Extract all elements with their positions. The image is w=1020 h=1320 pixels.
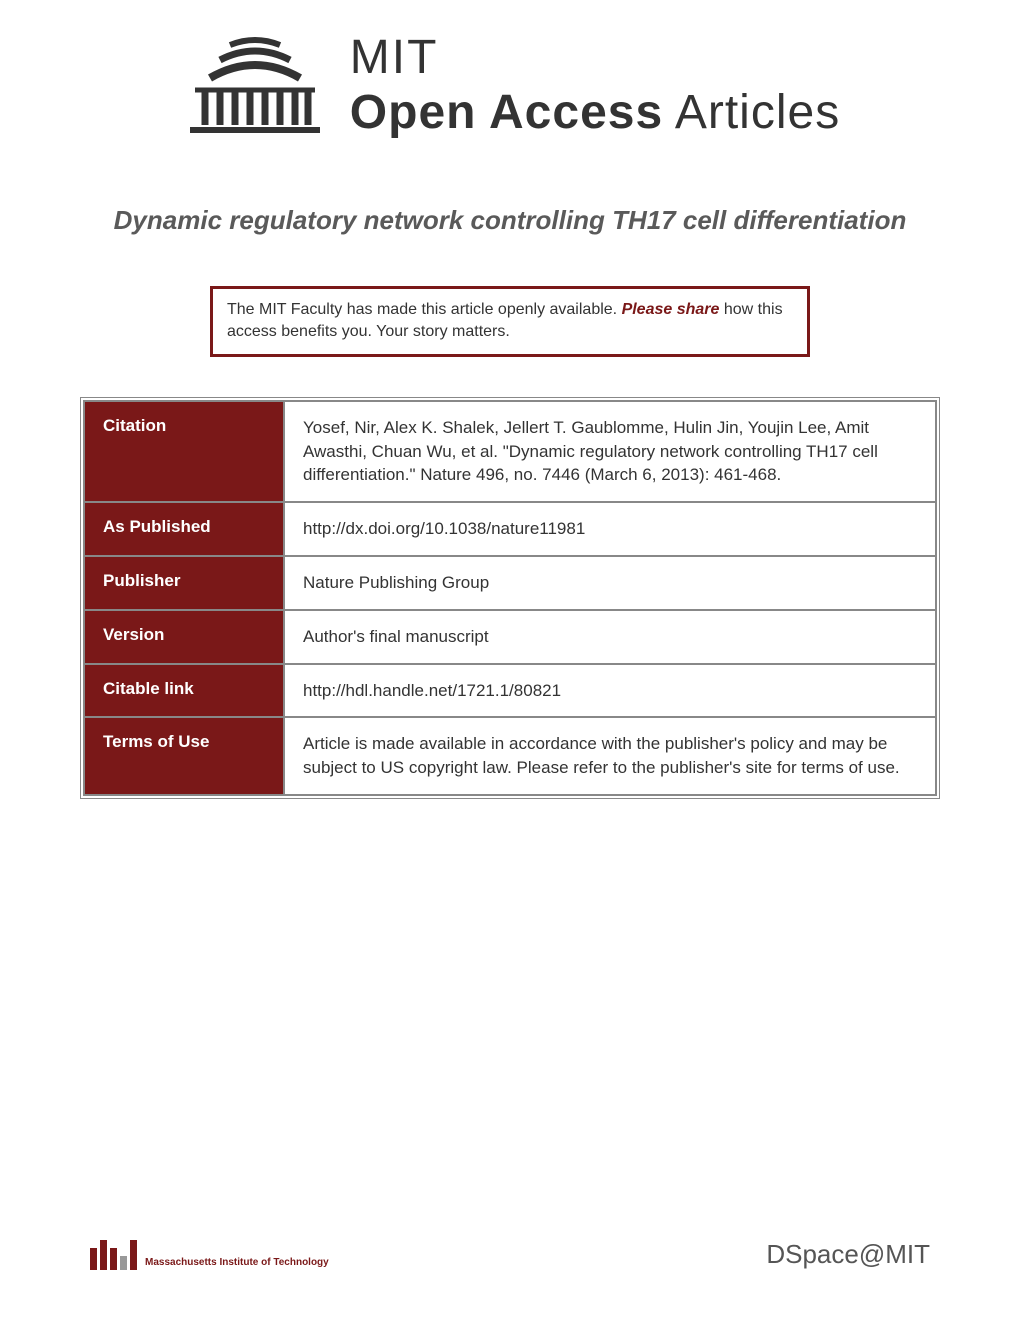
logo-line1: MIT (350, 30, 840, 85)
mit-logo-icon (90, 1240, 137, 1270)
value-citable-link: http://hdl.handle.net/1721.1/80821 (284, 664, 936, 718)
dspace-text: DSpace@MIT (766, 1239, 930, 1270)
metadata-table: Citation Yosef, Nir, Alex K. Shalek, Jel… (80, 397, 940, 799)
label-terms-of-use: Terms of Use (84, 717, 284, 795)
logo-line2: Open Access Articles (350, 85, 840, 140)
dome-icon (180, 30, 330, 140)
table-row: As Published http://dx.doi.org/10.1038/n… (84, 502, 936, 556)
notice-box: The MIT Faculty has made this article op… (210, 286, 810, 357)
table-row: Version Author's final manuscript (84, 610, 936, 664)
please-share-link[interactable]: Please share (622, 301, 720, 318)
table-row: Terms of Use Article is made available i… (84, 717, 936, 795)
table-row: Citable link http://hdl.handle.net/1721.… (84, 664, 936, 718)
logo-text: MIT Open Access Articles (350, 30, 840, 140)
label-citation: Citation (84, 401, 284, 502)
label-publisher: Publisher (84, 556, 284, 610)
mit-footer-logo: Massachusetts Institute of Technology (90, 1240, 329, 1270)
mit-footer-text: Massachusetts Institute of Technology (145, 1257, 329, 1268)
value-citation: Yosef, Nir, Alex K. Shalek, Jellert T. G… (284, 401, 936, 502)
footer: Massachusetts Institute of Technology DS… (0, 1239, 1020, 1270)
value-terms-of-use: Article is made available in accordance … (284, 717, 936, 795)
table-row: Citation Yosef, Nir, Alex K. Shalek, Jel… (84, 401, 936, 502)
label-citable-link: Citable link (84, 664, 284, 718)
header-logo: MIT Open Access Articles (0, 0, 1020, 160)
label-version: Version (84, 610, 284, 664)
notice-text-before: The MIT Faculty has made this article op… (227, 301, 622, 318)
value-publisher: Nature Publishing Group (284, 556, 936, 610)
article-title: Dynamic regulatory network controlling T… (70, 205, 950, 236)
table-row: Publisher Nature Publishing Group (84, 556, 936, 610)
label-as-published: As Published (84, 502, 284, 556)
value-as-published: http://dx.doi.org/10.1038/nature11981 (284, 502, 936, 556)
value-version: Author's final manuscript (284, 610, 936, 664)
